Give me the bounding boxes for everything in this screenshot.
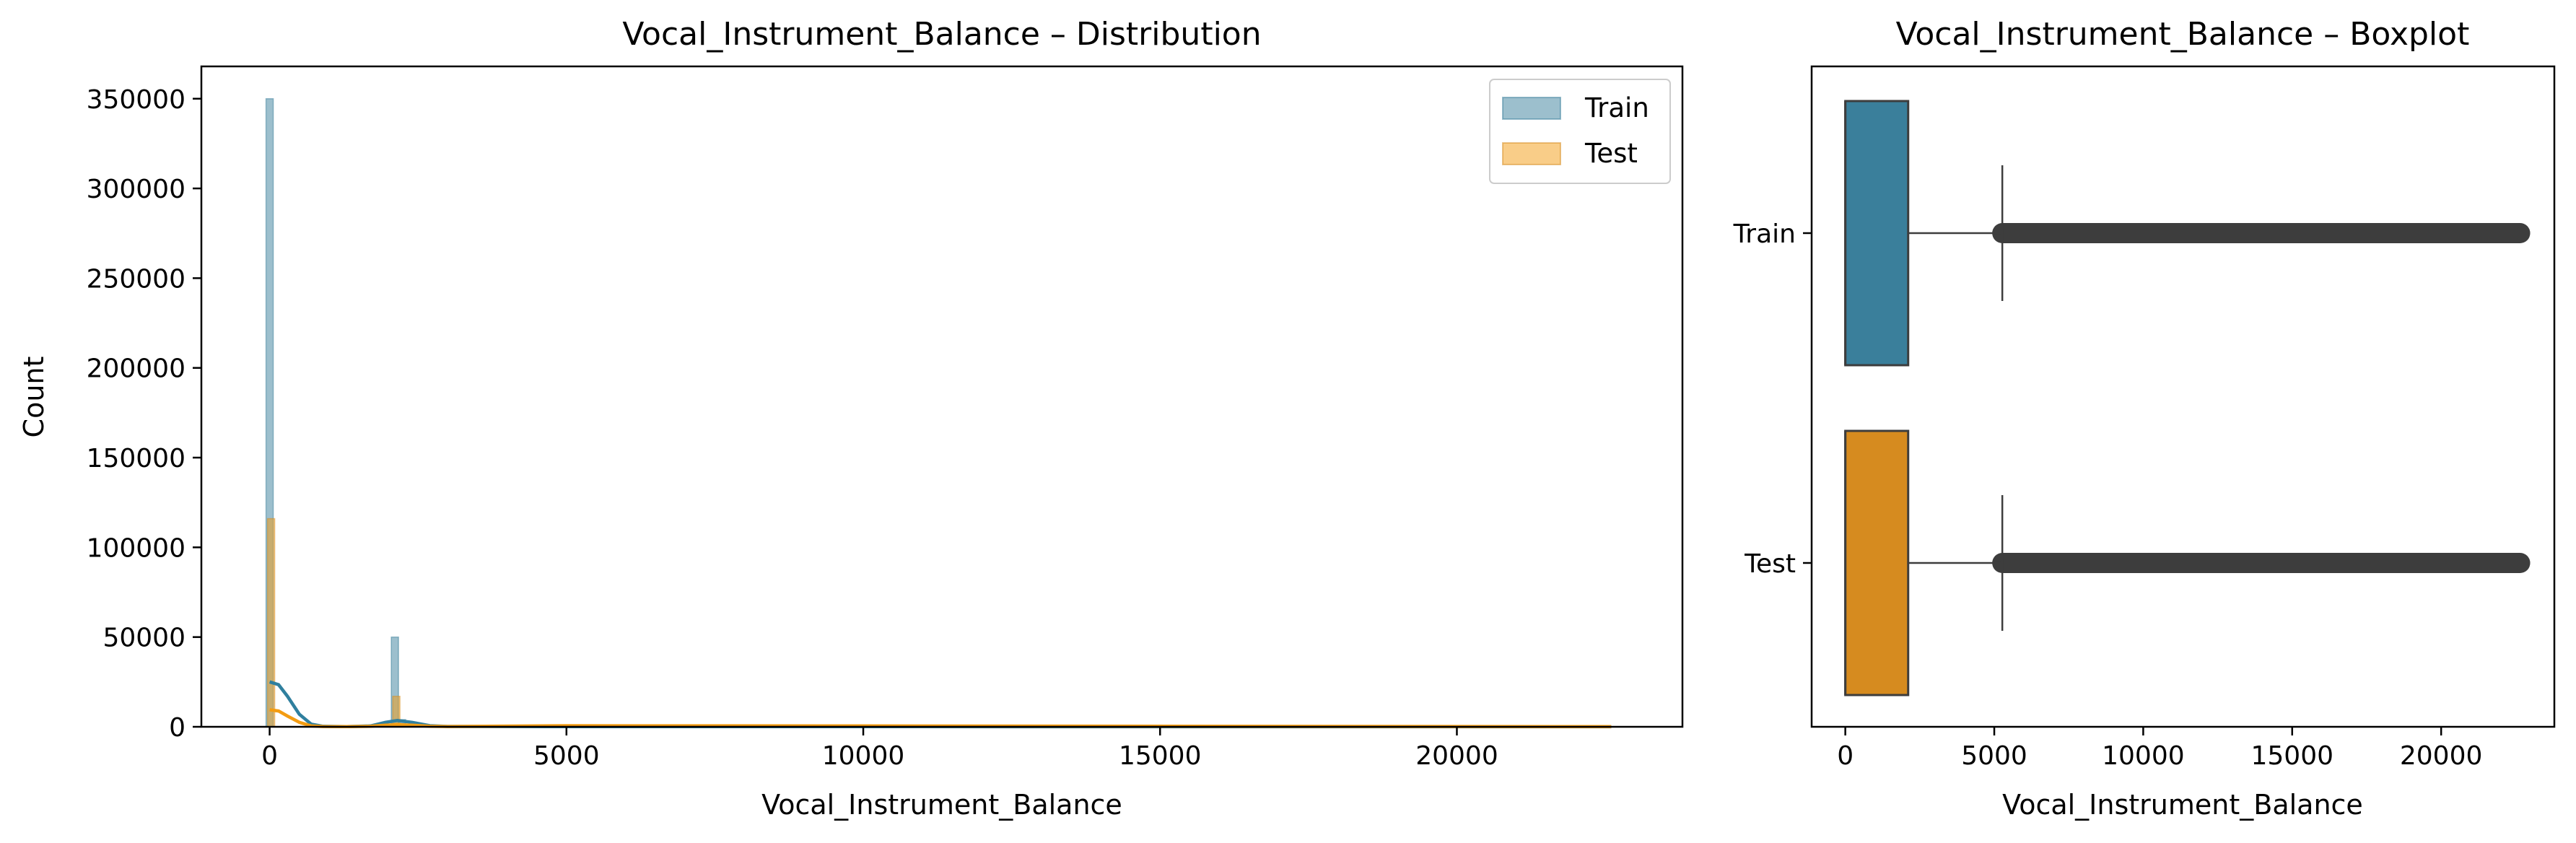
boxplot-x-tick-label-0: 0: [1837, 741, 1854, 771]
histogram-y-tick-label-50000: 50000: [102, 624, 185, 653]
boxplot-y-tick-label-train: Train: [1733, 219, 1796, 249]
legend-label-train: Train: [1584, 92, 1649, 123]
boxplot-box-train: [1844, 100, 1910, 367]
boxplot-plot-area: [1812, 66, 2554, 727]
histogram-x-tick-label-0: 0: [261, 741, 278, 771]
histogram-y-tick-label-150000: 150000: [87, 444, 185, 473]
histogram-title: Vocal_Instrument_Balance – Distribution: [622, 16, 1261, 53]
boxplot-marks: [1844, 100, 2531, 696]
histogram-panel: Vocal_Instrument_Balance – Distribution …: [18, 16, 1684, 821]
boxplot-x-tick-label-20000: 20000: [2400, 741, 2483, 771]
boxplot-x-tick-label-15000: 15000: [2251, 741, 2334, 771]
histogram-y-tick-label-200000: 200000: [87, 354, 185, 384]
boxplot-x-tick-label-5000: 5000: [1961, 741, 2027, 771]
legend-label-test: Test: [1584, 138, 1638, 169]
boxplot-y-tick-label-test: Test: [1744, 549, 1796, 579]
histogram-legend: Train Test: [1489, 79, 1671, 184]
boxplot-x-tick-label-10000: 10000: [2102, 741, 2185, 771]
histogram-y-label: Count: [18, 357, 50, 438]
histogram-x-tick-label-15000: 15000: [1119, 741, 1202, 771]
boxplot-frame: [1810, 65, 2556, 728]
histogram-x-label: Vocal_Instrument_Balance: [761, 789, 1122, 821]
legend-swatch-test: [1502, 142, 1561, 165]
boxplot-y-ticks: Train Test: [1733, 219, 1812, 579]
histogram-y-tick-label-250000: 250000: [87, 264, 185, 294]
histogram-y-ticks: 0 50000 100000 150000 200000 250000 300000 3500…: [87, 85, 201, 743]
boxplot-box-test: [1844, 429, 1910, 696]
histogram-y-tick-label-100000: 100000: [87, 533, 185, 563]
histogram-x-tick-label-5000: 5000: [533, 741, 600, 771]
histogram-y-tick-label-350000: 350000: [87, 85, 185, 115]
histogram-x-tick-label-20000: 20000: [1415, 741, 1498, 771]
histogram-frame: [200, 65, 1684, 728]
histogram-y-tick-label-300000: 300000: [87, 175, 185, 204]
histogram-y-tick-label-0: 0: [169, 713, 185, 743]
histogram-bar-test-0: [266, 517, 276, 728]
boxplot-panel: Vocal_Instrument_Balance – Boxplot 0 5000…: [1733, 16, 2556, 821]
boxplot-x-ticks: 0 5000 10000 15000 20000: [1837, 727, 2482, 771]
histogram-x-ticks: 0 5000 10000 15000 20000: [261, 727, 1498, 771]
boxplot-title: Vocal_Instrument_Balance – Boxplot: [1896, 16, 2470, 53]
histogram-plot-area: [201, 66, 1682, 727]
histogram-x-tick-label-10000: 10000: [822, 741, 905, 771]
legend-swatch-train: [1502, 97, 1561, 120]
boxplot-x-label: Vocal_Instrument_Balance: [2002, 789, 2363, 821]
boxplot-outliers-train: [1992, 223, 2531, 243]
boxplot-outliers-test: [1992, 553, 2531, 573]
